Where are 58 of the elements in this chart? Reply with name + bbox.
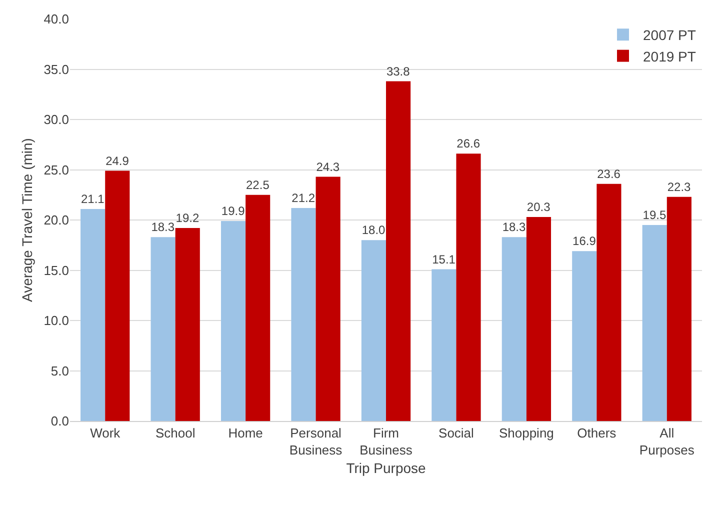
bar	[150, 237, 176, 421]
y-tick-label: 20.0	[44, 212, 69, 228]
x-tick-label: Personal Business	[289, 426, 343, 458]
bar	[175, 228, 200, 421]
data-label: 24.3	[316, 160, 340, 174]
data-label: 23.6	[597, 166, 621, 181]
x-tick-label: Work	[90, 426, 121, 441]
y-tick-label: 40.0	[44, 12, 69, 27]
bar	[572, 251, 597, 421]
data-label: 18.0	[362, 223, 386, 238]
bar	[596, 184, 622, 421]
y-tick-label: 0.0	[50, 414, 69, 429]
bar	[642, 225, 667, 421]
bar	[105, 170, 130, 421]
bar	[291, 208, 316, 421]
data-label: 18.3	[502, 220, 526, 234]
x-tick-label: Shopping	[498, 426, 554, 441]
x-tick-label: School	[155, 426, 196, 441]
bar	[456, 154, 481, 421]
y-axis-title: Average Travel Time (min)	[19, 138, 35, 302]
data-label: 16.9	[572, 234, 596, 248]
y-tick-label: 30.0	[44, 112, 69, 128]
data-label: 18.3	[151, 220, 175, 234]
data-label: 26.6	[456, 136, 480, 151]
y-tick-label: 35.0	[44, 62, 69, 77]
data-label: 19.9	[221, 204, 246, 218]
x-tick-label: Home	[228, 426, 263, 441]
bar	[316, 176, 340, 421]
bar	[526, 216, 552, 421]
legend-label: 2019 PT	[643, 48, 696, 64]
y-tick-label: 5.0	[50, 363, 69, 378]
x-axis-title: Trip Purpose	[346, 460, 426, 476]
data-label: 33.8	[386, 64, 410, 78]
bar	[666, 196, 692, 421]
legend-label: 2007 PT	[643, 27, 696, 44]
bar	[80, 208, 106, 421]
bar	[432, 269, 456, 421]
data-label: 22.3	[667, 180, 692, 194]
x-tick-label: Others	[577, 426, 617, 441]
data-label: 21.1	[80, 192, 105, 206]
bar	[361, 240, 386, 421]
data-label: 20.3	[526, 200, 551, 214]
y-tick-label: 15.0	[44, 262, 69, 278]
bar	[220, 221, 246, 421]
y-tick-label: 10.0	[44, 313, 69, 328]
data-label: 15.1	[432, 252, 456, 266]
bar	[386, 81, 411, 421]
x-tick-label: Social	[438, 426, 474, 441]
data-label: 21.2	[292, 190, 316, 205]
x-tick-label: All Purposes	[639, 426, 695, 458]
bar	[502, 237, 526, 421]
data-label: 19.2	[176, 211, 200, 226]
data-label: 22.5	[246, 178, 270, 192]
data-label: 24.9	[106, 154, 130, 168]
bar	[246, 194, 270, 421]
x-tick-label: Firm Business	[360, 426, 413, 458]
y-tick-label: 25.0	[44, 162, 69, 178]
data-label: 19.5	[642, 208, 666, 222]
